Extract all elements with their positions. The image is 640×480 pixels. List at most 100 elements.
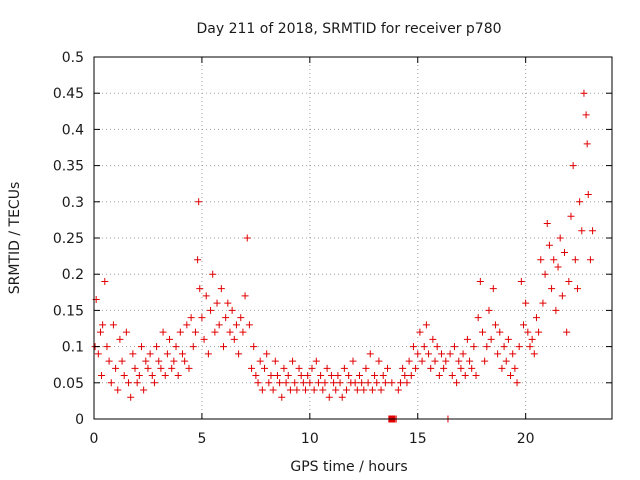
data-point	[304, 372, 312, 380]
y-tick-label: 0.05	[53, 376, 84, 392]
data-point	[265, 379, 273, 387]
data-point	[282, 379, 290, 387]
data-point	[150, 379, 158, 387]
data-point	[455, 357, 463, 365]
data-point	[319, 386, 327, 394]
y-tick-label: 0.4	[62, 122, 84, 138]
data-point	[545, 241, 553, 249]
data-point	[543, 220, 551, 228]
data-point	[261, 364, 269, 372]
data-point	[211, 328, 219, 336]
data-point	[112, 364, 120, 372]
data-point	[414, 350, 422, 358]
data-point	[263, 350, 271, 358]
data-point	[537, 256, 545, 264]
y-tick-label: 0.3	[62, 195, 84, 211]
data-point	[515, 343, 523, 351]
data-point	[222, 314, 230, 322]
data-point	[267, 372, 275, 380]
data-point	[96, 328, 104, 336]
data-point	[366, 350, 374, 358]
data-point	[170, 357, 178, 365]
data-point	[567, 212, 575, 220]
data-point	[453, 379, 461, 387]
data-point	[142, 357, 150, 365]
data-point	[215, 321, 223, 329]
data-point	[530, 350, 538, 358]
data-point	[332, 386, 340, 394]
data-point	[407, 372, 415, 380]
data-point	[362, 364, 370, 372]
data-point	[561, 248, 569, 256]
data-point	[349, 357, 357, 365]
x-tick-label: 0	[90, 431, 99, 447]
data-point	[539, 299, 547, 307]
data-point	[224, 299, 232, 307]
data-point	[481, 357, 489, 365]
data-point	[181, 357, 189, 365]
grid	[94, 57, 612, 419]
data-point	[448, 372, 456, 380]
data-point	[457, 364, 465, 372]
y-tick-label: 0.15	[53, 303, 84, 319]
data-point	[125, 379, 133, 387]
data-point	[517, 277, 525, 285]
data-point	[399, 364, 407, 372]
data-point	[161, 372, 169, 380]
data-point	[548, 285, 556, 293]
data-point	[330, 379, 338, 387]
data-point	[310, 386, 318, 394]
data-point	[314, 379, 322, 387]
data-point	[442, 357, 450, 365]
y-tick-label: 0.5	[62, 50, 84, 66]
data-point	[494, 350, 502, 358]
data-points	[91, 89, 597, 423]
data-point	[425, 350, 433, 358]
data-point	[489, 285, 497, 293]
data-point	[576, 198, 584, 206]
data-point	[230, 335, 238, 343]
data-point	[299, 379, 307, 387]
data-point	[196, 285, 204, 293]
data-point	[317, 372, 325, 380]
data-point	[558, 292, 566, 300]
y-tick-label: 0.25	[53, 231, 84, 247]
axis-ticks	[93, 56, 612, 420]
data-point	[183, 321, 191, 329]
data-point	[276, 379, 284, 387]
data-point	[476, 277, 484, 285]
data-point	[116, 335, 124, 343]
data-point	[520, 321, 528, 329]
data-point	[157, 364, 165, 372]
data-point	[446, 350, 454, 358]
data-point	[565, 277, 573, 285]
data-point	[466, 357, 474, 365]
data-point	[122, 328, 130, 336]
data-point	[243, 234, 251, 242]
data-point	[226, 328, 234, 336]
data-point	[105, 357, 113, 365]
data-point	[127, 393, 135, 401]
data-point	[483, 343, 491, 351]
data-point	[323, 364, 331, 372]
data-point	[578, 227, 586, 235]
data-point	[364, 379, 372, 387]
x-tick-label: 15	[409, 431, 427, 447]
data-point	[580, 89, 588, 97]
data-point	[541, 270, 549, 278]
data-point	[384, 364, 392, 372]
y-tick-label: 0	[75, 412, 84, 428]
data-point	[198, 314, 206, 322]
data-point	[163, 350, 171, 358]
data-point	[195, 198, 203, 206]
data-point	[291, 379, 299, 387]
data-point	[589, 227, 597, 235]
data-point	[524, 328, 532, 336]
data-point	[191, 328, 199, 336]
data-point	[176, 328, 184, 336]
data-point	[220, 343, 227, 351]
data-point	[360, 386, 368, 394]
data-point	[474, 314, 482, 322]
data-point	[571, 256, 579, 264]
